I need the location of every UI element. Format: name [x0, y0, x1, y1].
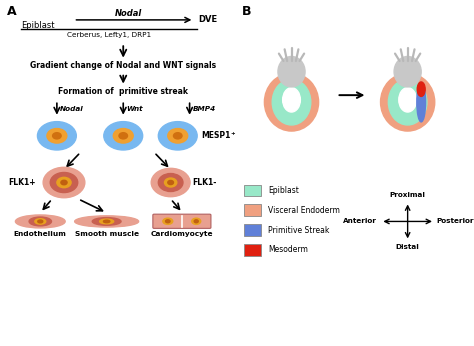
Text: Anterior: Anterior [343, 218, 377, 225]
Ellipse shape [417, 82, 425, 97]
Text: Wnt: Wnt [126, 106, 143, 112]
Text: FLK1+: FLK1+ [8, 178, 36, 187]
Circle shape [37, 121, 76, 150]
Ellipse shape [165, 220, 170, 223]
Text: Primitive Streak: Primitive Streak [268, 226, 329, 235]
Ellipse shape [92, 218, 121, 225]
Text: A: A [7, 5, 17, 18]
Circle shape [158, 174, 183, 192]
Circle shape [113, 128, 133, 143]
Ellipse shape [272, 79, 311, 125]
Text: Formation of  primitive streak: Formation of primitive streak [58, 87, 188, 96]
Ellipse shape [283, 88, 301, 112]
Text: Endothelium: Endothelium [14, 231, 67, 237]
Text: Epiblast: Epiblast [21, 20, 55, 30]
Ellipse shape [38, 220, 43, 223]
Ellipse shape [191, 218, 201, 225]
Ellipse shape [103, 220, 110, 223]
Ellipse shape [35, 219, 46, 224]
Circle shape [168, 128, 188, 143]
Circle shape [151, 169, 190, 197]
Text: MESP1: MESP1 [201, 131, 231, 140]
Ellipse shape [399, 88, 417, 112]
Circle shape [158, 121, 197, 150]
Text: FLK1-: FLK1- [192, 178, 216, 187]
Ellipse shape [75, 216, 138, 227]
FancyBboxPatch shape [244, 224, 261, 236]
Text: Gradient change of Nodal and WNT signals: Gradient change of Nodal and WNT signals [30, 61, 216, 70]
FancyBboxPatch shape [244, 244, 261, 256]
Ellipse shape [394, 56, 421, 87]
FancyBboxPatch shape [244, 185, 261, 197]
Circle shape [173, 133, 182, 139]
Ellipse shape [278, 56, 305, 87]
Ellipse shape [100, 219, 114, 224]
Ellipse shape [163, 218, 173, 225]
Ellipse shape [29, 217, 52, 226]
Circle shape [53, 133, 61, 139]
Circle shape [47, 128, 67, 143]
Text: B: B [242, 5, 251, 18]
Text: Mesoderm: Mesoderm [268, 245, 308, 255]
Ellipse shape [264, 73, 319, 131]
Circle shape [104, 121, 143, 150]
Text: Nodal: Nodal [114, 9, 142, 18]
Ellipse shape [388, 79, 427, 125]
Circle shape [61, 180, 67, 185]
Text: BMP4: BMP4 [192, 106, 216, 112]
Text: Smooth muscle: Smooth muscle [74, 231, 139, 237]
FancyBboxPatch shape [244, 204, 261, 216]
Text: +: + [230, 131, 235, 136]
Circle shape [168, 181, 173, 185]
Text: Nodal: Nodal [60, 106, 83, 112]
Circle shape [50, 173, 78, 192]
Circle shape [119, 133, 128, 139]
Text: Epiblast: Epiblast [268, 186, 299, 195]
Ellipse shape [381, 73, 435, 131]
Circle shape [43, 167, 85, 198]
Ellipse shape [194, 220, 198, 223]
Text: Proximal: Proximal [390, 192, 426, 199]
FancyBboxPatch shape [153, 214, 211, 228]
Text: DVE: DVE [198, 15, 217, 25]
Ellipse shape [417, 82, 426, 122]
Text: Cardiomyocyte: Cardiomyocyte [151, 231, 213, 237]
Circle shape [57, 177, 71, 188]
Text: Visceral Endoderm: Visceral Endoderm [268, 206, 340, 215]
Text: Distal: Distal [396, 244, 419, 251]
Circle shape [164, 178, 177, 187]
Text: Posterior: Posterior [436, 218, 474, 225]
Text: Cerberus, Lefty1, DRP1: Cerberus, Lefty1, DRP1 [67, 31, 151, 38]
Ellipse shape [15, 215, 65, 228]
